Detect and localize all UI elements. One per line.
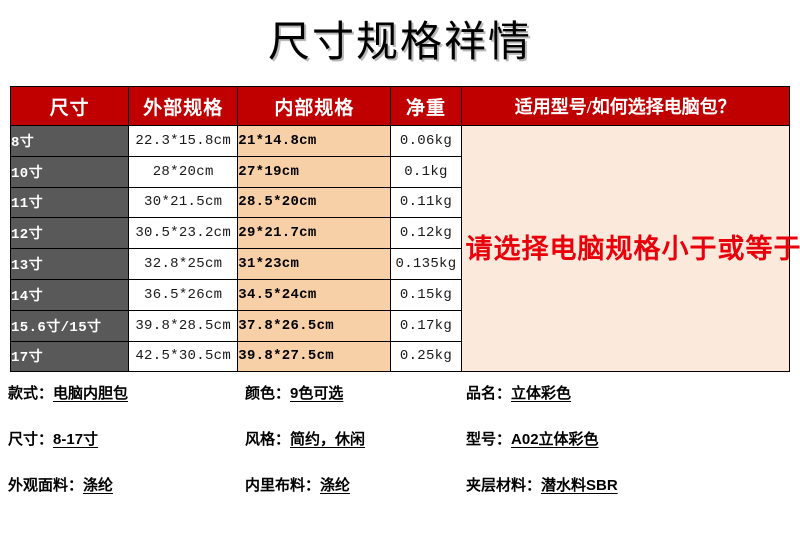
cell-outer-spec: 42.5*30.5cm [128,340,239,373]
cell-size: 12寸 [9,217,130,250]
attribute-item: 颜色：9色可选 [245,380,343,408]
table-row: 15.6寸/15寸 39.8*28.5cm 37.8*26.5cm 0.17kg [9,309,790,342]
attribute-label: 款式： [8,385,54,402]
cell-inner-spec: 29*21.7cm [237,217,392,250]
cell-size: 11寸 [9,186,130,219]
attribute-value: 涤纶 [83,477,114,494]
attribute-value: A02立体彩色 [511,431,599,448]
size-spec-table-container: 尺寸 外部规格 内部规格 净重 适用型号/如何选择电脑包？ 8寸 22.3*15.… [9,86,800,373]
cell-net-weight: 0.15kg [390,278,462,311]
cell-outer-spec: 32.8*25cm [128,248,239,280]
attribute-value: 9色可选 [290,385,344,402]
cell-net-weight: 0.06kg [390,125,462,157]
attribute-value: 立体彩色 [511,385,572,402]
attribute-item: 款式：电脑内胆包 [8,380,128,408]
cell-size: 8寸 [9,125,130,157]
cell-size: 10寸 [9,155,130,188]
cell-inner-spec: 34.5*24cm [237,278,392,311]
cell-outer-spec: 39.8*28.5cm [128,309,239,342]
attribute-row: 外观面料：涤纶 内里布料：涤纶 夹层材料：潜水料SBR [0,472,800,518]
cell-inner-spec: 27*19cm [237,155,392,188]
cell-inner-spec: 28.5*20cm [237,186,392,219]
table-row: 12寸 30.5*23.2cm 29*21.7cm 0.12kg [9,217,790,250]
selection-guide-text: 请选择电脑规格小于或等于电脑包内部规格的包。 [465,233,800,264]
attribute-item: 外观面料：涤纶 [8,472,113,500]
cell-size: 15.6寸/15寸 [9,309,130,342]
cell-outer-spec: 30.5*23.2cm [128,217,239,250]
cell-net-weight: 0.135kg [390,248,462,280]
column-header-model-guide: 适用型号/如何选择电脑包？ [460,86,791,126]
attribute-row: 尺寸：8-17寸 风格：简约，休闲 型号：A02立体彩色 [0,426,800,472]
cell-size: 17寸 [9,340,130,373]
table-row: 17寸 42.5*30.5cm 39.8*27.5cm 0.25kg [9,340,790,373]
cell-outer-spec: 28*20cm [128,155,239,188]
cell-net-weight: 0.11kg [390,186,462,219]
attribute-label: 内里布料： [245,477,321,494]
attribute-row: 款式：电脑内胆包 颜色：9色可选 品名：立体彩色 [0,380,800,426]
attribute-item: 内里布料：涤纶 [245,472,350,500]
attribute-value: 涤纶 [320,477,351,494]
attribute-label: 夹层材料： [466,477,542,494]
table-body: 8寸 22.3*15.8cm 21*14.8cm 0.06kg 请选择电脑规格小于或等于… [9,124,800,373]
table-row: 11寸 30*21.5cm 28.5*20cm 0.11kg [9,186,790,219]
table-row: 13寸 32.8*25cm 31*23cm 0.135kg [9,248,790,280]
page-title: 尺寸规格祥情 [267,20,532,66]
attribute-label: 颜色： [245,385,291,402]
attribute-item: 风格：简约，休闲 [245,426,365,454]
cell-size: 14寸 [9,278,130,311]
attribute-item: 尺寸：8-17寸 [8,426,98,454]
attribute-item: 品名：立体彩色 [466,380,571,408]
cell-outer-spec: 36.5*26cm [128,278,239,311]
cell-inner-spec: 37.8*26.5cm [237,309,392,342]
size-spec-table: 尺寸 外部规格 内部规格 净重 适用型号/如何选择电脑包？ 8寸 22.3*15.… [9,86,800,373]
attribute-item: 型号：A02立体彩色 [466,426,599,454]
attribute-value: 简约，休闲 [290,431,366,448]
cell-inner-spec: 21*14.8cm [237,125,392,157]
attribute-value: 潜水料SBR [541,477,618,494]
cell-outer-spec: 30*21.5cm [128,186,239,219]
attribute-label: 品名： [466,385,512,402]
cell-inner-spec: 39.8*27.5cm [237,340,392,373]
column-header-net-weight: 净重 [390,86,462,126]
attribute-value: 8-17寸 [53,431,99,448]
attribute-label: 外观面料： [8,477,84,494]
table-row: 14寸 36.5*26cm 34.5*24cm 0.15kg [9,278,790,311]
cell-net-weight: 0.25kg [390,340,462,373]
cell-size: 13寸 [9,248,130,280]
column-header-outer-spec: 外部规格 [128,86,239,126]
column-header-size: 尺寸 [9,86,130,126]
cell-inner-spec: 31*23cm [237,248,392,280]
attribute-value: 电脑内胆包 [53,385,129,402]
cell-net-weight: 0.12kg [390,217,462,250]
table-row: 8寸 22.3*15.8cm 21*14.8cm 0.06kg 请选择电脑规格小于或等于… [9,124,800,373]
table-header-row: 尺寸 外部规格 内部规格 净重 适用型号/如何选择电脑包？ [9,86,791,126]
attribute-label: 型号： [466,431,512,448]
product-attribute-list: 款式：电脑内胆包 颜色：9色可选 品名：立体彩色尺寸：8-17寸 风格：简约，休闲 型号… [0,380,800,518]
table-row: 10寸 28*20cm 27*19cm 0.1kg [9,155,790,188]
cell-outer-spec: 22.3*15.8cm [128,125,239,157]
attribute-item: 夹层材料：潜水料SBR [466,472,618,500]
attribute-label: 风格： [245,431,291,448]
selection-guide-cell: 请选择电脑规格小于或等于电脑包内部规格的包。 [460,124,800,373]
attribute-label: 尺寸： [8,431,54,448]
cell-net-weight: 0.17kg [390,309,462,342]
column-header-inner-spec: 内部规格 [237,86,392,126]
cell-net-weight: 0.1kg [390,155,462,188]
